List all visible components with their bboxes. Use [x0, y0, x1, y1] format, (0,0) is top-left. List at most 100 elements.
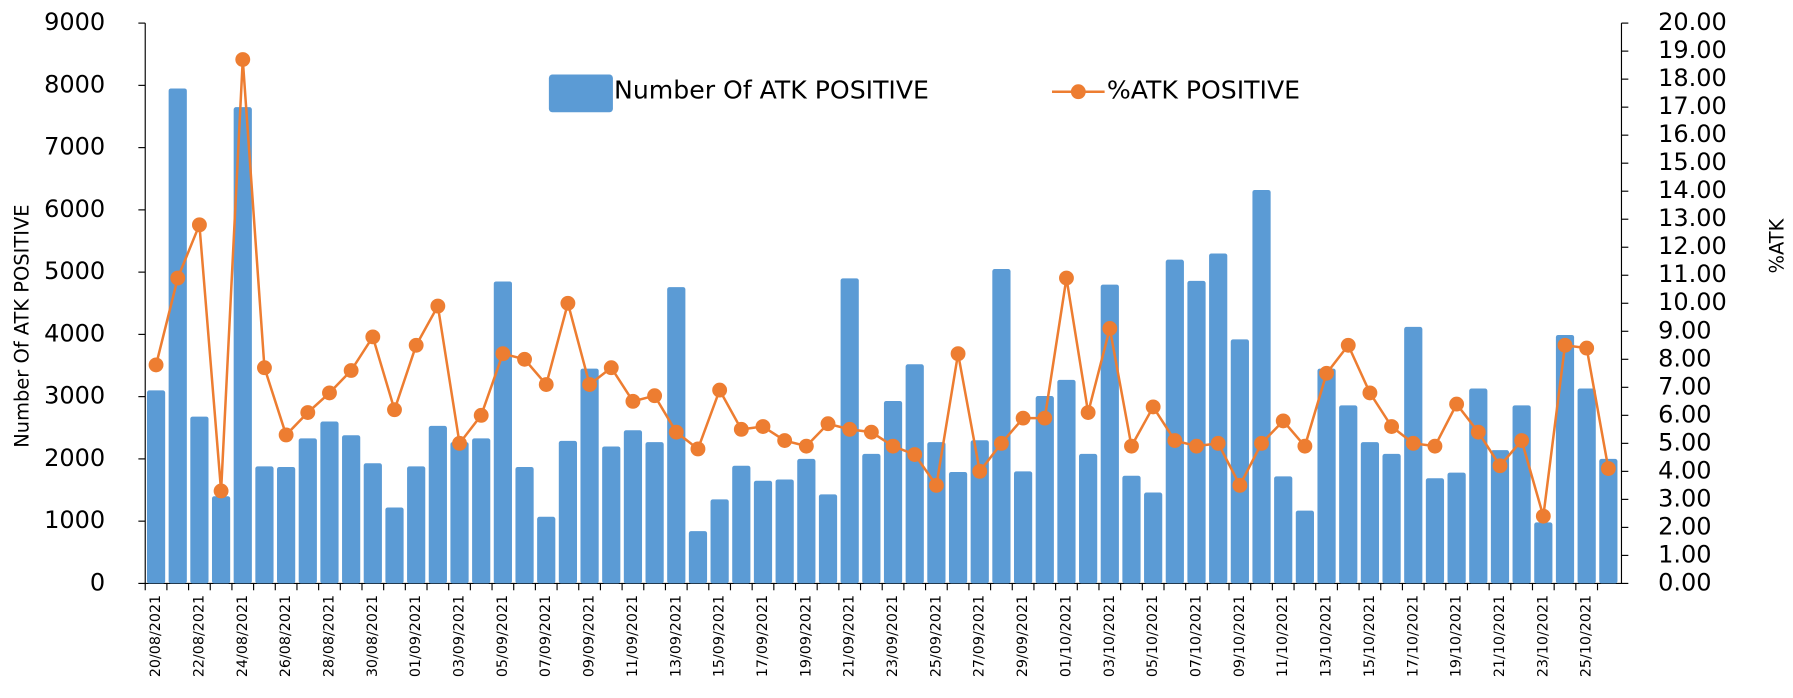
line-marker	[798, 438, 814, 454]
x-tick-label: 23/10/2021	[1535, 595, 1551, 677]
x-tick-label: 17/10/2021	[1405, 595, 1421, 677]
y-tick-label: 1000	[44, 506, 105, 534]
line-marker	[257, 360, 272, 376]
y2-tick-label: 8.00	[1658, 344, 1711, 372]
line-marker	[820, 416, 836, 432]
line-marker	[950, 346, 966, 362]
x-tick-label: 13/10/2021	[1319, 595, 1335, 677]
bar	[1165, 259, 1184, 584]
x-tick-label: 24/08/2021	[235, 595, 251, 677]
x-tick-label: 05/09/2021	[495, 595, 511, 677]
line-marker	[972, 463, 988, 479]
line-marker	[733, 421, 749, 437]
x-tick-label: 17/09/2021	[755, 595, 771, 677]
line-marker	[387, 402, 402, 418]
bar	[233, 107, 252, 584]
bar	[1512, 405, 1531, 584]
bar	[320, 421, 339, 584]
bar	[1209, 253, 1228, 584]
y2-tick-label: 17.00	[1658, 92, 1727, 120]
x-tick-label: 11/09/2021	[625, 595, 641, 677]
line-marker	[1037, 410, 1053, 426]
line-marker	[1015, 410, 1031, 426]
bar	[1317, 368, 1336, 584]
x-tick-label: 15/09/2021	[712, 595, 728, 677]
line-marker	[668, 424, 684, 440]
bar	[1577, 388, 1596, 584]
x-tick-label: 05/10/2021	[1145, 595, 1161, 677]
y-tick-label: 6000	[44, 195, 105, 223]
bar	[753, 480, 773, 584]
line-marker	[712, 382, 728, 398]
legend-swatch	[1070, 84, 1086, 100]
y-tick-label: 8000	[44, 70, 105, 98]
line-marker	[517, 351, 532, 367]
x-tick-label: 09/09/2021	[582, 595, 598, 677]
line-marker	[148, 357, 164, 373]
bar	[580, 368, 599, 584]
y-tick-label: 3000	[44, 382, 105, 410]
y2-tick-label: 2.00	[1658, 512, 1711, 540]
line-marker	[1232, 477, 1248, 493]
bar	[1295, 510, 1314, 584]
legend-label: Number Of ATK POSITIVE	[614, 76, 929, 105]
bar	[1404, 326, 1423, 584]
y2-tick-label: 5.00	[1658, 428, 1711, 456]
bar	[688, 531, 708, 584]
line-marker	[582, 377, 598, 392]
bar	[818, 494, 838, 584]
x-tick-label: 03/09/2021	[452, 595, 468, 677]
line-marker	[1405, 435, 1421, 451]
y-tick-label: 9000	[44, 8, 105, 36]
y-tick-label: 0	[90, 568, 105, 596]
y2-tick-label: 6.00	[1658, 400, 1711, 428]
x-tick-label: 03/10/2021	[1102, 595, 1118, 677]
line-marker	[1275, 413, 1291, 429]
line-marker	[993, 435, 1009, 451]
x-tick-label: 15/10/2021	[1362, 595, 1378, 677]
x-tick-label: 21/10/2021	[1492, 595, 1508, 677]
line-marker	[430, 298, 446, 314]
bar	[905, 364, 924, 584]
line-marker	[1102, 321, 1118, 336]
line-marker	[235, 52, 251, 67]
bar	[1534, 522, 1553, 584]
bar	[1425, 478, 1445, 584]
x-tick-label: 19/10/2021	[1449, 595, 1465, 677]
bar	[407, 466, 426, 584]
legend-label: %ATK POSITIVE	[1107, 76, 1300, 105]
y-tick-label: 7000	[44, 133, 105, 161]
line-marker	[343, 363, 359, 378]
x-tick-label: 30/08/2021	[365, 595, 381, 677]
line-marker	[1492, 458, 1508, 474]
y2-tick-label: 9.00	[1658, 316, 1711, 344]
line-marker	[863, 424, 879, 440]
line-marker	[1210, 435, 1226, 451]
bar	[948, 471, 968, 584]
line-marker	[278, 427, 294, 443]
bar	[493, 281, 512, 584]
line-marker	[408, 337, 424, 353]
bar	[1555, 335, 1575, 584]
bar	[1187, 280, 1206, 584]
bar	[1382, 453, 1401, 584]
y2-tick-label: 3.00	[1658, 484, 1711, 512]
x-tick-label: 25/09/2021	[928, 595, 944, 677]
bar	[1035, 396, 1054, 584]
line-marker	[1470, 424, 1486, 440]
bar	[645, 442, 664, 584]
x-tick-label: 07/10/2021	[1189, 595, 1205, 677]
x-tick-label: 07/09/2021	[538, 595, 554, 677]
line-marker	[1297, 438, 1313, 454]
line-marker	[690, 441, 706, 457]
line-marker	[1384, 419, 1400, 434]
bar	[883, 401, 903, 584]
y2-tick-label: 18.00	[1658, 64, 1727, 92]
y2-tick-label: 13.00	[1658, 204, 1727, 232]
bar	[797, 458, 816, 584]
bar	[1252, 189, 1271, 584]
bar	[927, 442, 946, 584]
x-tick-label: 27/09/2021	[972, 595, 988, 677]
y2-tick-label: 12.00	[1658, 232, 1727, 260]
bar	[385, 507, 404, 584]
